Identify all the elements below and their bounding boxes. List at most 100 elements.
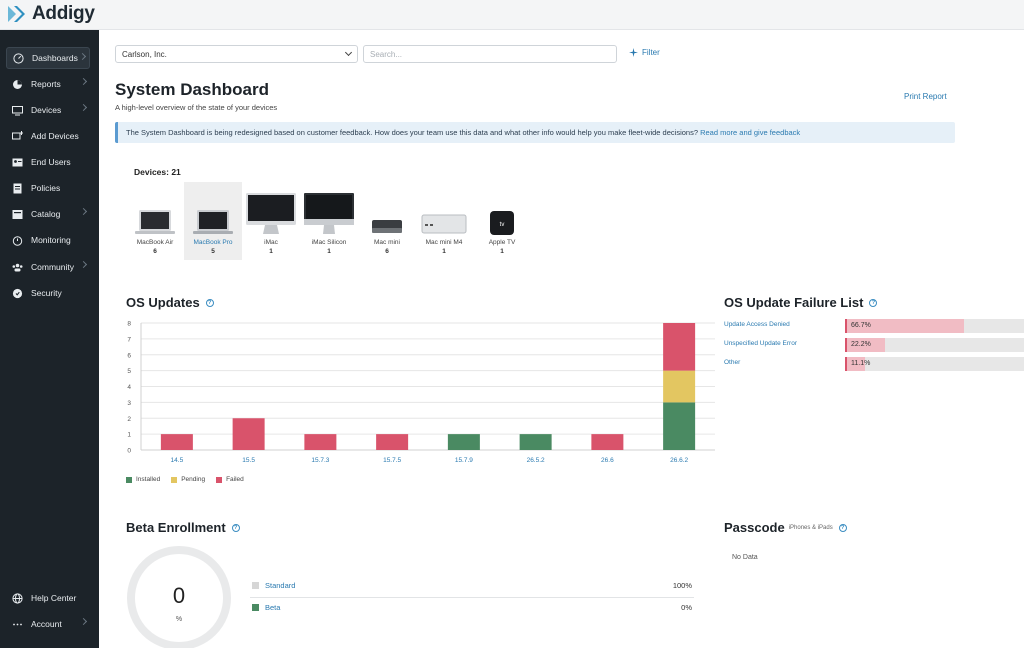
sidebar-item-catalog[interactable]: Catalog xyxy=(6,203,90,225)
failure-bar-fill xyxy=(845,319,965,333)
bar-failed xyxy=(304,434,337,450)
y-tick-label: 8 xyxy=(127,321,131,328)
x-tick-label: 26.5.2 xyxy=(527,457,545,464)
x-tick-label: 15.7.3 xyxy=(311,457,329,464)
legend-item-failed[interactable]: Failed xyxy=(216,476,244,483)
sidebar-item-help-center[interactable]: Help Center xyxy=(6,587,90,609)
sidebar-item-policies[interactable]: Policies xyxy=(6,177,90,199)
help-icon[interactable]: ? xyxy=(869,298,878,307)
sidebar-item-devices[interactable]: Devices xyxy=(6,99,90,121)
failure-row[interactable]: Other 11.1% xyxy=(724,357,1024,371)
device-tile-mac-mini[interactable]: Mac mini 6 xyxy=(358,182,416,260)
device-tile-macbook-air[interactable]: MacBook Air 6 xyxy=(126,182,184,260)
help-icon[interactable]: ? xyxy=(231,523,240,532)
legend-swatch xyxy=(216,476,223,483)
sidebar-item-end-users[interactable]: End Users xyxy=(6,151,90,173)
legend-label: Failed xyxy=(226,476,244,483)
failure-label: Update Access Denied xyxy=(724,321,790,328)
device-tile-apple-tv[interactable]: tv Apple TV 1 xyxy=(473,182,531,260)
beta-donut-unit: % xyxy=(175,616,183,623)
device-count: 1 xyxy=(269,248,273,255)
beta-value: 0% xyxy=(681,603,692,612)
failure-row[interactable]: Unspecified Update Error 22.2% xyxy=(724,338,1024,352)
sidebar-item-account[interactable]: Account xyxy=(6,613,90,635)
sidebar-item-label: Monitoring xyxy=(31,235,71,245)
beta-row-beta[interactable]: Beta 0% xyxy=(250,600,694,620)
failure-row[interactable]: Update Access Denied 66.7% xyxy=(724,319,1024,333)
device-name: MacBook Air xyxy=(136,239,174,246)
filter-button[interactable]: Filter xyxy=(629,48,660,57)
sidebar-item-label: Devices xyxy=(31,105,62,115)
bar-installed xyxy=(663,402,696,450)
failure-bar-fill xyxy=(845,357,865,371)
beta-label: Standard xyxy=(265,581,296,590)
organization-select[interactable]: Carlson, Inc. xyxy=(115,45,358,63)
device-tile-imac[interactable]: iMac 1 xyxy=(242,182,300,260)
passcode-empty-state: No Data xyxy=(732,554,758,561)
beta-value: 100% xyxy=(672,581,692,590)
chevron-right-icon xyxy=(79,207,88,216)
logo-icon xyxy=(8,6,25,22)
legend-label: Installed xyxy=(136,476,161,483)
device-count: 1 xyxy=(327,248,331,255)
bar-failed xyxy=(376,434,409,450)
print-report-link[interactable]: Print Report xyxy=(904,92,947,101)
top-bar: Addigy xyxy=(0,0,1024,30)
search-input[interactable] xyxy=(363,45,617,63)
page-title: System Dashboard xyxy=(115,80,269,99)
passcode-title: Passcode iPhones & iPads ? xyxy=(724,520,847,535)
chevron-right-icon xyxy=(79,617,88,626)
organization-select-value: Carlson, Inc. xyxy=(122,50,167,59)
failure-bar-track: 22.2% xyxy=(845,338,1024,352)
chevron-right-icon xyxy=(78,52,87,61)
laptop-icon xyxy=(184,182,242,240)
app-logo[interactable]: Addigy xyxy=(6,3,95,25)
device-count: 1 xyxy=(500,248,504,255)
device-name: MacBook Pro xyxy=(193,239,233,246)
failure-bar-track: 11.1% xyxy=(845,357,1024,371)
sidebar-item-label: Account xyxy=(31,619,62,629)
beta-row-standard[interactable]: Standard 100% xyxy=(250,578,694,598)
chevron-right-icon xyxy=(79,77,88,86)
sidebar-item-label: Help Center xyxy=(31,593,77,603)
beta-swatch xyxy=(252,604,259,611)
laptop-icon xyxy=(126,182,184,240)
help-icon[interactable]: ? xyxy=(838,523,847,532)
device-tile-mac-mini-m4[interactable]: Mac mini M4 1 xyxy=(415,182,473,260)
add-device-icon xyxy=(12,130,23,142)
sidebar-item-security[interactable]: Security xyxy=(6,282,90,304)
feedback-link[interactable]: Read more and give feedback xyxy=(700,128,801,137)
legend-swatch xyxy=(171,476,178,483)
os-updates-title: OS Updates ? xyxy=(126,295,214,310)
bar-failed xyxy=(591,434,624,450)
device-tile-macbook-pro[interactable]: MacBook Pro 5 xyxy=(184,182,242,260)
failure-percent: 11.1% xyxy=(851,360,871,367)
passcode-subtitle: iPhones & iPads xyxy=(788,524,833,531)
feedback-banner: The System Dashboard is being redesigned… xyxy=(115,122,955,143)
beta-swatch xyxy=(252,582,259,589)
device-tile-imac-silicon[interactable]: iMac Silicon 1 xyxy=(300,182,358,260)
y-tick-label: 1 xyxy=(127,432,131,439)
failure-list-title: OS Update Failure List ? xyxy=(724,295,878,310)
chevron-down-icon xyxy=(344,48,353,57)
sidebar-item-community[interactable]: Community xyxy=(6,256,90,278)
filter-label: Filter xyxy=(642,48,660,57)
bar-installed xyxy=(519,434,552,450)
sidebar-item-monitoring[interactable]: Monitoring xyxy=(6,229,90,251)
y-tick-label: 4 xyxy=(127,384,131,391)
y-tick-label: 3 xyxy=(127,400,131,407)
bar-failed xyxy=(160,434,193,450)
legend-item-pending[interactable]: Pending xyxy=(171,476,205,483)
banner-text: The System Dashboard is being redesigned… xyxy=(126,128,698,137)
sparkle-icon xyxy=(629,48,638,57)
failure-list-title-text: OS Update Failure List xyxy=(724,295,864,310)
sidebar-item-reports[interactable]: Reports xyxy=(6,73,90,95)
sidebar-item-add-devices[interactable]: Add Devices xyxy=(6,125,90,147)
x-tick-label: 15.7.9 xyxy=(455,457,473,464)
sidebar-item-dashboards[interactable]: Dashboards xyxy=(6,47,90,69)
failure-label: Unspecified Update Error xyxy=(724,340,797,347)
help-icon[interactable]: ? xyxy=(205,298,214,307)
legend-item-installed[interactable]: Installed xyxy=(126,476,160,483)
users-icon xyxy=(12,262,23,273)
sidebar-item-label: Add Devices xyxy=(31,131,79,141)
